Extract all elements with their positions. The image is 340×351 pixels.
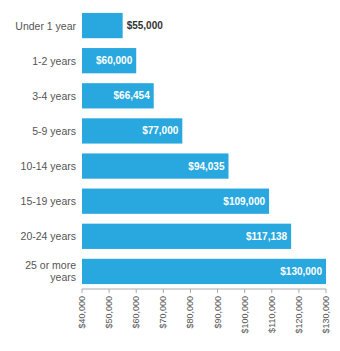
category-label: 25 or moreyears bbox=[25, 259, 76, 283]
data-label: $66,454 bbox=[114, 90, 151, 101]
tick-mark bbox=[244, 289, 245, 293]
tick-mark bbox=[298, 289, 299, 293]
data-label: $55,000 bbox=[127, 20, 164, 31]
data-label: $130,000 bbox=[280, 266, 322, 277]
category-label: 15-19 years bbox=[21, 195, 76, 207]
data-label: $60,000 bbox=[96, 55, 133, 66]
tick-mark bbox=[326, 289, 327, 293]
bar bbox=[82, 189, 269, 214]
data-labels: $55,000 $60,000 $66,454 $77,000 $94,035 $109,… bbox=[96, 20, 322, 277]
category-label: 10-14 years bbox=[21, 160, 76, 172]
tick-label: $80,000 bbox=[185, 296, 195, 329]
tick-mark bbox=[82, 289, 83, 293]
data-label: $117,138 bbox=[246, 231, 288, 242]
tick-label: $40,000 bbox=[77, 296, 87, 329]
tick-mark bbox=[109, 289, 110, 293]
category-label: 20-24 years bbox=[21, 230, 76, 242]
bar bbox=[82, 118, 182, 143]
tick-mark bbox=[163, 289, 164, 293]
bar bbox=[82, 259, 326, 284]
tick-label: $90,000 bbox=[213, 296, 223, 329]
data-label: $94,035 bbox=[188, 161, 225, 172]
bar bbox=[82, 83, 154, 108]
tick-label: $110,000 bbox=[267, 296, 277, 333]
category-label: 1-2 years bbox=[32, 55, 76, 67]
tick-mark bbox=[136, 289, 137, 293]
tick-label: $60,000 bbox=[131, 296, 141, 329]
tick-label: $100,000 bbox=[240, 296, 250, 334]
bar bbox=[82, 153, 228, 178]
bar bbox=[82, 13, 123, 38]
data-label: $109,000 bbox=[223, 196, 265, 207]
bars bbox=[82, 13, 326, 284]
category-label: 3-4 years bbox=[32, 90, 76, 102]
tick-mark bbox=[217, 289, 218, 293]
chart: $40,000 $50,000 $60,000 $70,000 $80,000 $90,0… bbox=[0, 0, 340, 351]
x-axis: $40,000 $50,000 $60,000 $70,000 $80,000 $90,0… bbox=[77, 289, 331, 334]
category-label: 5-9 years bbox=[32, 125, 76, 137]
tick-mark bbox=[190, 289, 191, 293]
tick-mark bbox=[271, 289, 272, 293]
tick-label: $50,000 bbox=[104, 296, 114, 329]
y-axis: Under 1 year 1-2 years 3-4 years 5-9 years 1… bbox=[15, 20, 76, 284]
category-label: Under 1 year bbox=[15, 20, 76, 32]
tick-label: $130,000 bbox=[321, 296, 331, 334]
bar bbox=[82, 48, 136, 73]
tick-label: $120,000 bbox=[294, 296, 304, 334]
axis-line bbox=[82, 289, 326, 290]
data-label: $77,000 bbox=[142, 125, 179, 136]
tick-label: $70,000 bbox=[158, 296, 168, 329]
bar bbox=[82, 224, 291, 249]
